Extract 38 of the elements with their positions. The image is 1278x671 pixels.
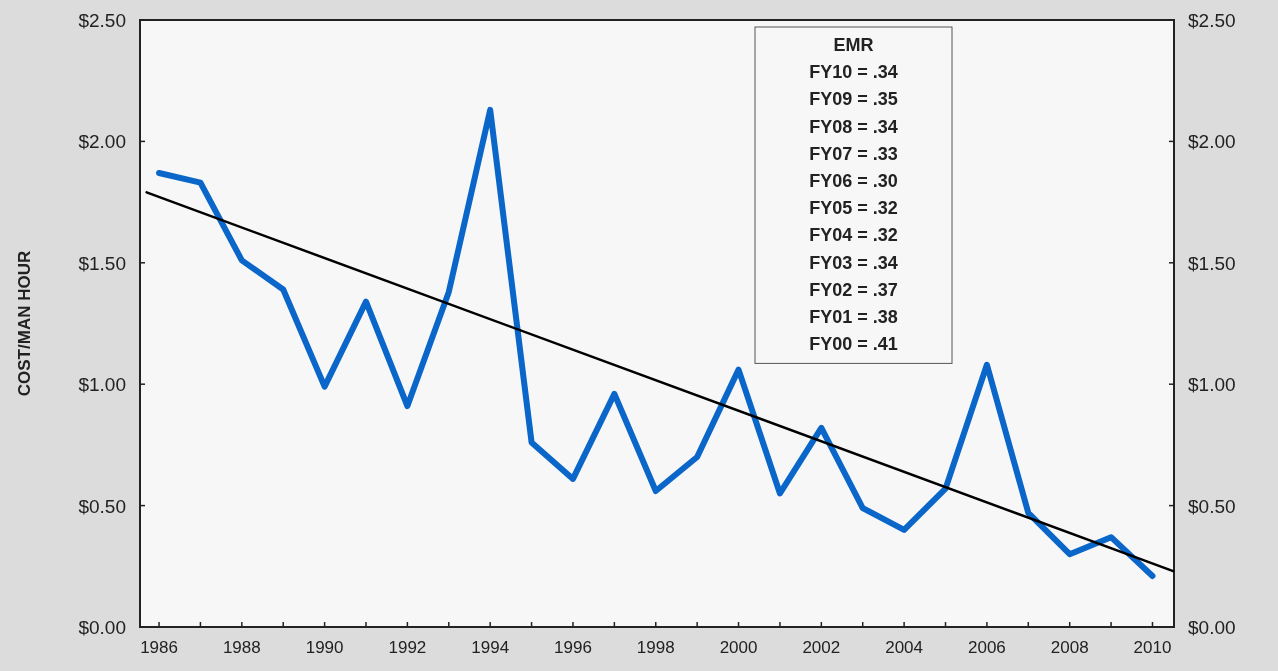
annotation: FY10 = .34	[809, 62, 898, 83]
x-tick-label: 1996	[554, 638, 592, 657]
x-tick-label: 2004	[885, 638, 924, 657]
y2-tick-label: $2.00	[1188, 131, 1236, 153]
x-tick-label: 1990	[305, 638, 344, 657]
x-tick-label: 2010	[1133, 638, 1172, 657]
y-tick-label: $1.50	[78, 252, 126, 274]
x-tick-label: 2000	[719, 638, 758, 657]
annotation: FY08 = .34	[809, 116, 898, 137]
annotation: FY05 = .32	[809, 198, 898, 219]
y2-tick-label: $1.00	[1188, 374, 1236, 396]
x-tick-label: 1998	[636, 638, 675, 657]
annotation: FY04 = .32	[809, 225, 898, 246]
y-tick-label: $1.00	[78, 374, 126, 396]
annotation: FY00 = .41	[809, 334, 898, 355]
annotation: EMR	[833, 35, 874, 55]
y2-tick-label: $1.50	[1188, 252, 1236, 274]
annotation: FY09 = .35	[809, 89, 898, 110]
y-axis-title: COST/MAN HOUR	[15, 250, 34, 397]
annotation: FY03 = .34	[809, 252, 898, 273]
y2-tick-label: $0.50	[1188, 495, 1236, 517]
x-tick-label: 1992	[388, 638, 427, 657]
x-tick-label: 1986	[140, 638, 178, 657]
x-tick-label: 2002	[802, 638, 841, 657]
y-tick-label: $0.00	[78, 617, 126, 638]
y2-tick-label: $0.00	[1188, 617, 1236, 638]
y-tick-label: $2.50	[78, 10, 126, 31]
y-tick-label: $0.50	[78, 495, 126, 517]
x-tick-label: 1994	[471, 638, 510, 657]
annotation: FY07 = .33	[809, 143, 898, 164]
x-tick-label: 1988	[222, 638, 261, 657]
annotation: FY01 = .38	[809, 307, 898, 327]
y2-tick-label: $2.50	[1188, 10, 1236, 31]
x-tick-label: 2006	[967, 638, 1006, 657]
y-tick-label: $2.00	[78, 131, 126, 153]
annotation: FY02 = .37	[809, 279, 898, 300]
annotation: FY06 = .30	[809, 171, 898, 191]
x-tick-label: 2008	[1050, 638, 1089, 657]
